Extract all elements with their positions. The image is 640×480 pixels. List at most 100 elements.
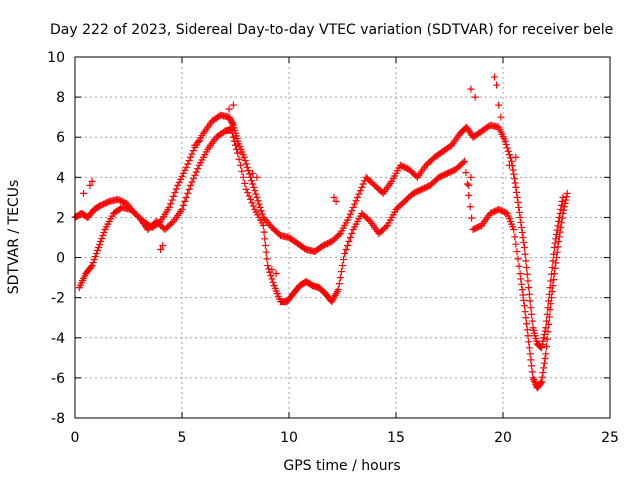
data-point	[232, 141, 239, 149]
data-point	[352, 197, 360, 205]
data-point	[192, 168, 200, 176]
data-point	[508, 157, 516, 165]
data-point	[178, 172, 186, 180]
data-point	[188, 178, 196, 186]
data-point	[516, 270, 524, 278]
data-point	[540, 364, 548, 372]
data-point	[335, 280, 343, 288]
x-tick-label: 10	[280, 430, 298, 446]
data-point	[495, 101, 503, 109]
data-point	[523, 326, 531, 334]
data-point	[528, 368, 536, 376]
data-point	[267, 272, 275, 280]
data-point	[524, 277, 532, 285]
data-point	[260, 228, 268, 236]
data-point	[539, 369, 547, 377]
data-point	[230, 137, 238, 145]
x-tick-label: 5	[178, 430, 187, 446]
data-point	[242, 185, 250, 193]
data-point	[355, 190, 363, 198]
data-point	[250, 183, 258, 191]
data-point	[178, 205, 186, 213]
data-point	[243, 163, 251, 171]
data-point	[519, 291, 527, 299]
data-point	[351, 200, 359, 208]
data-point	[245, 170, 253, 178]
data-point	[159, 242, 167, 250]
data-point	[543, 342, 551, 350]
data-point	[235, 155, 243, 163]
data-point	[506, 154, 514, 162]
data-point	[97, 238, 105, 246]
data-point	[174, 181, 182, 189]
data-point	[248, 199, 256, 207]
data-point	[261, 242, 269, 250]
data-point	[505, 151, 513, 159]
data-point	[520, 239, 528, 247]
data-point	[330, 193, 338, 201]
data-point	[225, 105, 233, 113]
data-point	[548, 288, 556, 296]
data-point	[341, 250, 349, 258]
data-point	[538, 373, 546, 381]
data-point	[382, 223, 390, 231]
data-point	[261, 235, 269, 243]
data-point	[465, 191, 473, 199]
data-point	[516, 213, 524, 221]
data-point	[165, 203, 173, 211]
data-point	[526, 350, 534, 358]
data-point	[229, 120, 237, 128]
data-point	[194, 165, 202, 173]
data-point	[255, 200, 263, 208]
data-point	[511, 179, 519, 187]
data-point	[547, 300, 555, 308]
data-point	[514, 255, 522, 263]
data-point	[359, 180, 367, 188]
data-point	[249, 180, 257, 188]
data-point	[517, 275, 525, 283]
data-point	[195, 137, 203, 145]
y-tick-label: 4	[56, 170, 65, 186]
data-point	[238, 167, 246, 175]
data-point	[345, 238, 353, 246]
data-point	[227, 125, 235, 133]
data-point	[269, 278, 277, 286]
data-point	[264, 262, 272, 270]
data-point	[553, 248, 561, 256]
data-point	[518, 228, 526, 236]
data-point	[471, 93, 479, 101]
data-point	[187, 153, 195, 161]
data-point	[181, 166, 189, 174]
data-point	[550, 244, 558, 252]
data-point	[343, 242, 351, 250]
data-point	[172, 185, 180, 193]
data-point	[348, 229, 356, 237]
data-point	[511, 233, 519, 241]
data-point	[522, 314, 530, 322]
data-point	[510, 170, 518, 178]
data-point	[253, 193, 261, 201]
data-point	[229, 101, 237, 109]
y-axis-title: SDTVAR / TECUs	[6, 180, 22, 295]
data-point	[530, 377, 538, 385]
data-point	[553, 254, 560, 262]
data-point	[537, 379, 545, 387]
y-tick-label: -2	[51, 291, 65, 307]
data-point	[179, 201, 187, 209]
data-point	[184, 189, 192, 197]
x-tick-label: 0	[71, 430, 80, 446]
data-point	[540, 330, 548, 338]
data-point	[248, 177, 256, 185]
data-point	[517, 218, 525, 226]
data-point	[340, 256, 348, 264]
data-point	[346, 210, 354, 218]
data-point	[253, 173, 261, 181]
y-tick-label: -6	[51, 371, 65, 387]
data-point	[526, 297, 534, 305]
data-point	[558, 214, 566, 222]
data-point	[560, 206, 568, 214]
data-point	[538, 378, 546, 386]
data-point	[556, 228, 564, 236]
data-point	[543, 335, 551, 343]
data-point	[468, 214, 476, 222]
